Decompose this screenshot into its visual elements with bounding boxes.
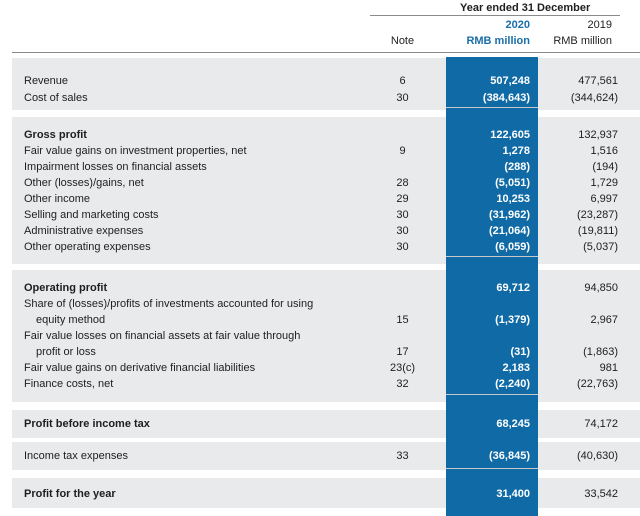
value-2019: (23,287) (577, 209, 618, 221)
value-2019: 1,516 (590, 145, 618, 157)
value-2020: 10,253 (496, 193, 530, 205)
row-label: Other income (24, 193, 91, 205)
value-2019: 1,729 (590, 177, 618, 189)
header-divider (370, 15, 620, 16)
row-note: 30 (396, 209, 409, 221)
value-2020: (288) (504, 161, 530, 173)
row-label: Share of (losses)/profits of investments… (24, 298, 314, 310)
row-divider (446, 256, 538, 257)
row-note: 23(c) (389, 362, 416, 374)
row-label: equity method (36, 314, 106, 326)
row-label: Income tax expenses (24, 450, 128, 462)
row-label: Cost of sales (24, 92, 88, 104)
row-label: Fair value gains on investment propertie… (24, 145, 247, 157)
row-note: 30 (396, 241, 409, 253)
value-2020: (36,845) (489, 450, 530, 462)
value-2020: (31,962) (489, 209, 530, 221)
value-2019: 2,967 (590, 314, 618, 326)
value-2020: (6,059) (495, 241, 530, 253)
row-label-operating-profit: Operating profit (24, 282, 108, 294)
row-divider (446, 394, 538, 395)
row-note: 17 (396, 346, 409, 358)
value-2020: 68,245 (496, 418, 530, 430)
unit-2019-heading: RMB million (553, 35, 612, 47)
value-2020: 2,183 (502, 362, 530, 374)
row-label: Selling and marketing costs (24, 209, 159, 221)
row-label-gross-profit: Gross profit (24, 129, 87, 141)
value-2020: 122,605 (490, 129, 530, 141)
row-label: Finance costs, net (24, 378, 114, 390)
year-2020-heading: 2020 (505, 19, 530, 31)
value-2020: (1,379) (495, 314, 530, 326)
value-2019: (22,763) (577, 378, 618, 390)
value-2019: (40,630) (577, 450, 618, 462)
row-note: 33 (396, 450, 409, 462)
value-2020: (21,064) (489, 225, 530, 237)
row-note: 6 (399, 75, 406, 87)
row-label-profit-for-year: Profit for the year (24, 488, 116, 500)
value-2020: (5,051) (495, 177, 530, 189)
row-label: Other (losses)/gains, net (24, 177, 144, 189)
value-2020: 69,712 (496, 282, 530, 294)
value-2019: 33,542 (584, 488, 618, 500)
row-label: Revenue (24, 75, 69, 87)
row-divider (446, 468, 538, 469)
row-label: Administrative expenses (24, 225, 144, 237)
row-divider (446, 107, 538, 108)
value-2019: (19,811) (577, 225, 618, 237)
value-2019: 74,172 (584, 418, 618, 430)
row-note: 30 (396, 225, 409, 237)
value-2020: 31,400 (496, 488, 530, 500)
row-label: profit or loss (36, 346, 96, 358)
row-note: 9 (399, 145, 406, 157)
row-note: 28 (396, 177, 409, 189)
highlight-column-2020 (446, 57, 538, 516)
value-2019: (344,624) (570, 92, 618, 104)
row-label: Other operating expenses (24, 241, 151, 253)
header-bottom-rule (12, 52, 640, 53)
value-2019: 477,561 (578, 75, 618, 87)
value-2019: (1,863) (583, 346, 618, 358)
row-note: 30 (396, 92, 409, 104)
value-2019: 6,997 (590, 193, 618, 205)
row-label: Fair value gains on derivative financial… (24, 362, 256, 374)
row-note: 32 (396, 378, 409, 390)
row-label: Impairment losses on financial assets (24, 161, 207, 173)
value-2019: (5,037) (583, 241, 618, 253)
row-label: Fair value losses on financial assets at… (24, 330, 301, 342)
value-2020: (2,240) (495, 378, 530, 390)
period-heading: Year ended 31 December (460, 2, 591, 14)
row-note: 29 (396, 193, 409, 205)
value-2020: 1,278 (502, 145, 530, 157)
value-2019: (194) (592, 161, 618, 173)
value-2020: (384,643) (482, 92, 530, 104)
row-note: 15 (396, 314, 409, 326)
value-2020: 507,248 (490, 75, 530, 87)
value-2019: 94,850 (584, 282, 618, 294)
unit-2020-heading: RMB million (466, 35, 530, 47)
value-2019: 132,937 (578, 129, 618, 141)
row-label-profit-before-tax: Profit before income tax (24, 418, 150, 430)
year-2019-heading: 2019 (587, 19, 612, 31)
note-heading: Note (390, 35, 415, 47)
value-2019: 981 (599, 362, 618, 374)
value-2020: (31) (510, 346, 530, 358)
